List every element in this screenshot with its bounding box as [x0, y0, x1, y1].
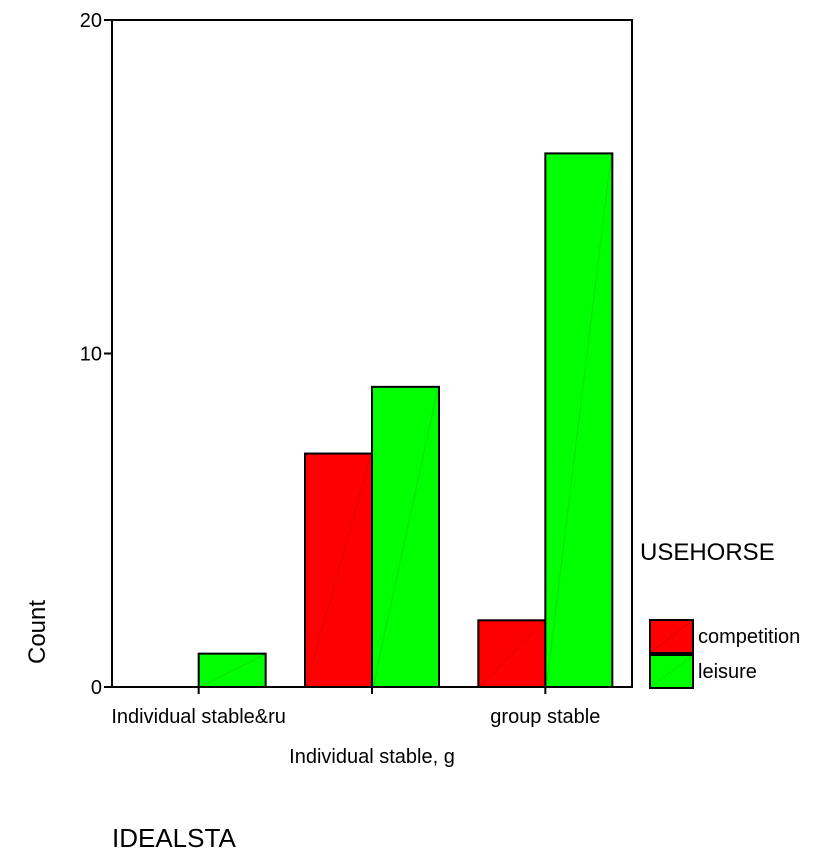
- legend-swatch-leisure: [649, 654, 694, 689]
- legend: USEHORSE competition leisure: [640, 539, 800, 689]
- legend-label-competition: competition: [698, 626, 800, 648]
- y-tick-label: 0: [91, 677, 102, 699]
- legend-swatch-diagonal: [650, 620, 693, 653]
- x-tick-label: Individual stable&ru: [111, 706, 286, 728]
- legend-title: USEHORSE: [640, 539, 775, 566]
- x-axis-title: Individual stable, g: [289, 746, 455, 768]
- bar-leisure-2: [371, 385, 440, 688]
- bar-fill-diagonal: [478, 620, 545, 688]
- y-axis-title: Count: [24, 600, 51, 664]
- bar-leisure-1: [197, 652, 267, 689]
- y-tick-label: 10: [80, 344, 102, 366]
- legend-swatch-diagonal: [650, 655, 693, 688]
- legend-label-leisure: leisure: [698, 661, 757, 683]
- bar-fill-diagonal: [305, 454, 372, 688]
- y-axis: 0 10 20: [80, 10, 112, 699]
- x-axis-variable-name: IDEALSTA: [112, 823, 236, 851]
- bar-fill-diagonal: [372, 387, 439, 688]
- bar-leisure-3: [544, 152, 614, 688]
- bars: [197, 152, 614, 689]
- x-tick-label: group stable: [490, 706, 600, 728]
- bar-fill-diagonal: [545, 154, 612, 688]
- y-tick-label: 20: [80, 10, 102, 32]
- legend-swatch-competition: [649, 619, 694, 654]
- bar-fill-diagonal: [199, 654, 265, 688]
- x-axis: Individual stable&ru group stable: [111, 687, 600, 728]
